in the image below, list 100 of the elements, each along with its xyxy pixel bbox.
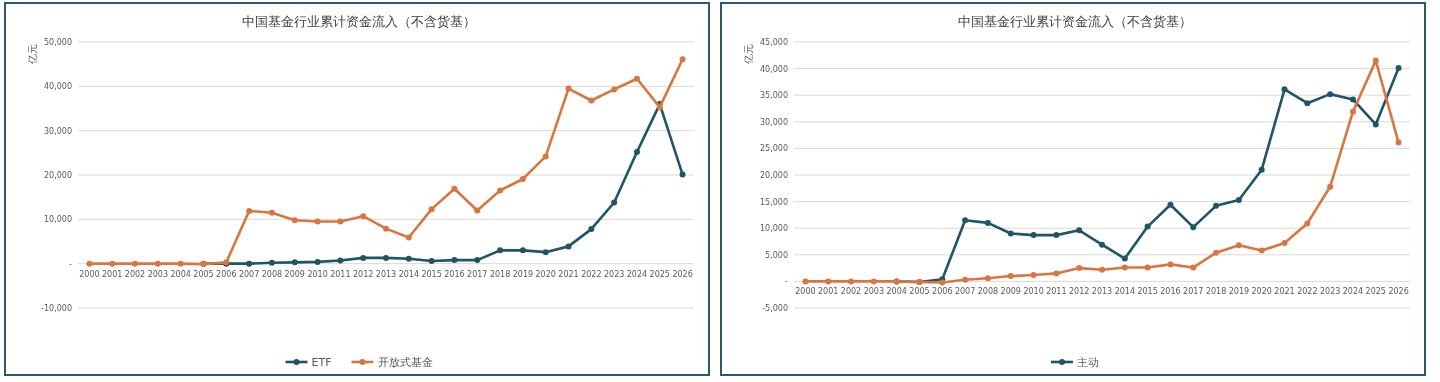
x-tick-label: 2017 [467, 269, 488, 279]
x-tick-label: 2008 [977, 287, 999, 297]
point [132, 260, 139, 267]
x-tick-label: 2006 [932, 287, 953, 297]
x-tick-label: 2020 [1251, 287, 1272, 297]
x-tick-label: 2015 [421, 269, 442, 279]
legend-label: 主动 [1077, 356, 1099, 369]
y-tick-label: - [69, 259, 73, 269]
point [1121, 255, 1128, 262]
x-tick-label: 2004 [170, 269, 191, 279]
point [497, 247, 504, 254]
point [519, 247, 526, 254]
point [1281, 86, 1288, 93]
x-tick-label: 2019 [512, 269, 534, 279]
x-tick-label: 2018 [1205, 287, 1227, 297]
point [1053, 232, 1060, 239]
point [383, 254, 389, 261]
x-tick-label: 2011 [1046, 287, 1067, 297]
x-tick-label: 2016 [444, 269, 465, 279]
x-tick-label: 2007 [954, 287, 976, 297]
y-axis-title: 亿元 [27, 44, 38, 65]
point [1190, 224, 1197, 231]
x-tick-label: 2010 [307, 269, 328, 279]
point [1327, 183, 1334, 190]
x-tick-label: 2000 [795, 287, 816, 297]
point [588, 226, 595, 233]
point [177, 260, 184, 267]
x-tick-label: 2013 [1091, 287, 1113, 297]
x-tick-label: 2017 [1183, 287, 1204, 297]
y-tick-label: 15,000 [760, 197, 788, 207]
point [1099, 241, 1105, 248]
point [154, 260, 161, 267]
x-tick-label: 2001 [818, 287, 839, 297]
y-tick-label: 30,000 [44, 126, 72, 136]
point [679, 171, 686, 178]
y-tick-label: 45,000 [760, 38, 788, 47]
y-tick-label: 30,000 [760, 117, 788, 127]
point [1121, 264, 1128, 271]
point [246, 260, 253, 267]
point [1030, 232, 1037, 239]
point [1099, 266, 1105, 273]
x-tick-label: 2014 [398, 269, 419, 279]
chart-title: 中国基金行业累计资金流入（不含货基） [242, 14, 476, 29]
point [497, 187, 504, 194]
point [984, 275, 991, 282]
x-tick-label: 2002 [124, 269, 146, 279]
point [451, 185, 458, 192]
point [870, 278, 877, 285]
point [802, 278, 809, 285]
point [246, 207, 253, 214]
point [1007, 273, 1014, 280]
point [565, 85, 572, 92]
point [1372, 57, 1379, 64]
x-tick-label: 2004 [886, 287, 907, 297]
legend-label: ETF [311, 356, 332, 369]
x-tick-label: 2003 [147, 269, 169, 279]
point [1372, 121, 1379, 128]
point [1213, 202, 1220, 209]
point [405, 234, 412, 241]
point [1144, 264, 1151, 271]
point [314, 218, 321, 225]
point [360, 254, 367, 261]
point [633, 75, 640, 82]
point [1213, 249, 1220, 256]
point [1395, 65, 1402, 72]
x-tick-label: 2024 [626, 269, 648, 279]
point [337, 257, 344, 264]
point [360, 213, 367, 220]
point [1304, 100, 1311, 107]
x-tick-label: 2020 [535, 269, 556, 279]
x-tick-label: 2025 [1365, 287, 1386, 297]
point [1349, 108, 1356, 115]
x-tick-label: 2000 [79, 269, 100, 279]
point [611, 199, 618, 206]
point [679, 56, 686, 63]
point [291, 217, 298, 224]
point [1395, 139, 1402, 146]
x-tick-label: 2018 [489, 269, 511, 279]
x-tick-label: 2005 [909, 287, 930, 297]
point [611, 86, 618, 93]
y-tick-label: 20,000 [44, 171, 72, 180]
y-tick-label: -10,000 [41, 304, 72, 313]
point [1304, 220, 1311, 227]
point [1281, 240, 1288, 247]
x-tick-label: 2022 [581, 269, 602, 279]
point [451, 257, 458, 264]
y-tick-label: 40,000 [44, 82, 72, 92]
x-tick-label: 2001 [102, 269, 123, 279]
x-tick-label: 2019 [1228, 287, 1250, 297]
y-axis-title: 亿元 [743, 44, 754, 65]
point [428, 206, 435, 213]
point [428, 258, 435, 265]
x-tick-label: 2023 [1319, 287, 1341, 297]
y-tick-label: 25,000 [760, 144, 788, 154]
point [474, 207, 481, 214]
point [1349, 96, 1356, 103]
point [848, 278, 855, 285]
point [565, 243, 572, 250]
x-tick-label: 2003 [863, 287, 885, 297]
point [86, 260, 93, 267]
